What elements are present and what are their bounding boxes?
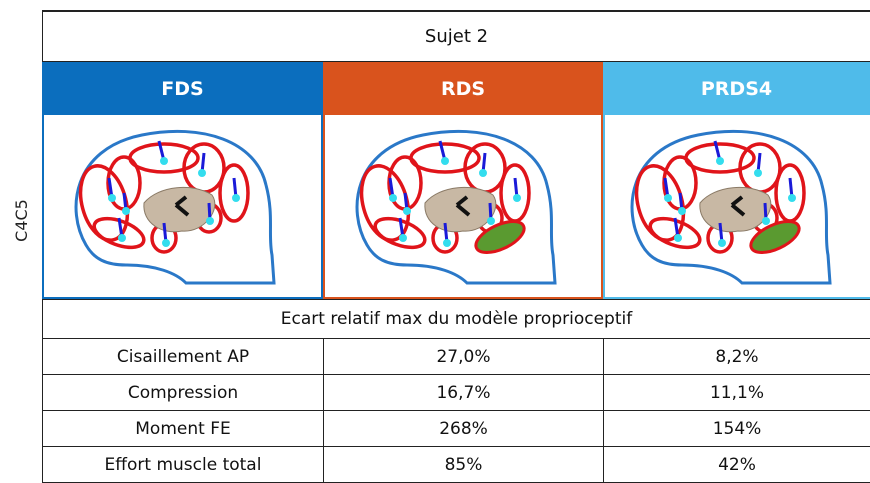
row-header: Moment FE <box>135 419 230 439</box>
cell-value: 27,0% <box>436 347 490 367</box>
head-figure <box>44 115 321 297</box>
table-cell: 85% <box>323 447 603 483</box>
row-header: Effort muscle total <box>105 455 262 475</box>
column-name: FDS <box>161 78 203 100</box>
row-label: C4C5 <box>12 199 31 242</box>
table-cell: 42% <box>603 447 870 483</box>
image-cell <box>323 115 603 299</box>
page: {"title": "Sujet 2", "row_label": "C4C5"… <box>0 0 870 479</box>
table-cell: 8,2% <box>603 339 870 375</box>
title: Sujet 2 <box>425 26 488 47</box>
row-header: Cisaillement AP <box>117 347 249 367</box>
column-header: PRDS4 <box>603 62 870 115</box>
cell-value: 11,1% <box>710 383 764 403</box>
cell-value: 268% <box>439 419 488 439</box>
cell-value: 8,2% <box>715 347 758 367</box>
column-header: FDS <box>42 62 323 115</box>
cell-value: 16,7% <box>436 383 490 403</box>
cell-value: 154% <box>713 419 762 439</box>
cell-value: 42% <box>718 455 756 475</box>
head-figure <box>605 115 870 297</box>
table-cell: Effort muscle total <box>42 447 323 483</box>
table-cell: Cisaillement AP <box>42 339 323 375</box>
table-cell: 11,1% <box>603 375 870 411</box>
subtitle-cell: Ecart relatif max du modèle propriocepti… <box>42 299 870 339</box>
image-cell <box>603 115 870 299</box>
table-cell: Compression <box>42 375 323 411</box>
cell-value: 85% <box>445 455 483 475</box>
table-cell: 268% <box>323 411 603 447</box>
title-cell: Sujet 2 <box>42 10 870 62</box>
image-cell <box>42 115 323 299</box>
head-figure <box>325 115 601 297</box>
subtitle: Ecart relatif max du modèle propriocepti… <box>281 309 632 329</box>
table-cell: 16,7% <box>323 375 603 411</box>
column-name: RDS <box>441 78 485 100</box>
table-cell: Moment FE <box>42 411 323 447</box>
row-label-box: C4C5 <box>0 200 42 240</box>
row-header: Compression <box>128 383 238 403</box>
column-header: RDS <box>323 62 603 115</box>
column-name: PRDS4 <box>701 78 772 100</box>
table-cell: 154% <box>603 411 870 447</box>
table-cell: 27,0% <box>323 339 603 375</box>
